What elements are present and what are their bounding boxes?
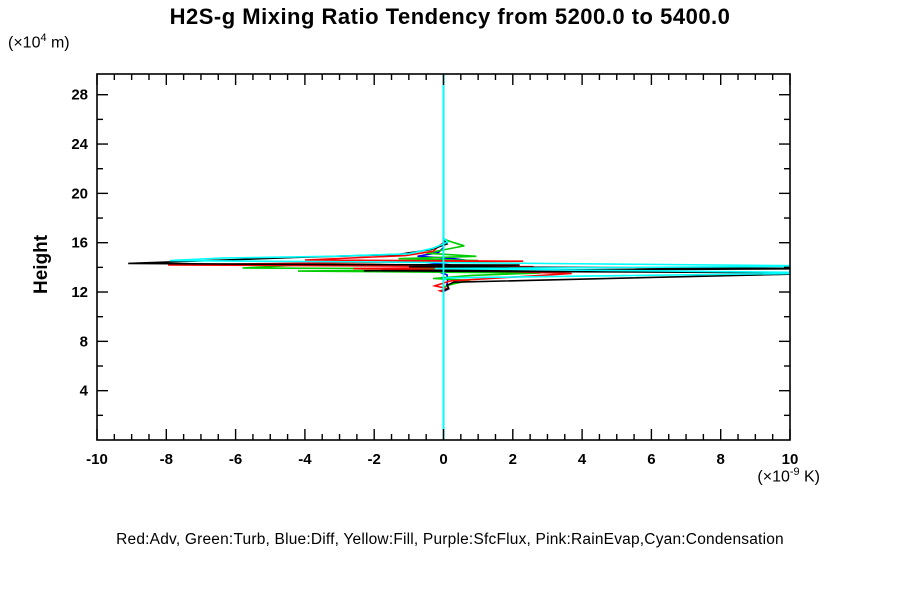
y-tick-label: 12 bbox=[71, 284, 88, 301]
ticks-group bbox=[96, 74, 791, 440]
y-unit-suffix: m) bbox=[46, 34, 70, 52]
y-tick-label: 24 bbox=[71, 136, 88, 153]
y-unit-prefix: (×10 bbox=[8, 34, 41, 52]
y-axis-unit-label: (×104 m) bbox=[8, 32, 70, 52]
series-line-adv bbox=[167, 74, 572, 440]
series-line-black-unlabeled- bbox=[128, 74, 790, 440]
x-unit-exponent: -9 bbox=[789, 466, 800, 478]
x-tick-label: 10 bbox=[782, 451, 799, 468]
x-tick-label: 0 bbox=[439, 451, 447, 468]
x-tick-label: 2 bbox=[509, 451, 517, 468]
chart-title: H2S-g Mixing Ratio Tendency from 5200.0 … bbox=[169, 4, 731, 29]
y-tick-label: 4 bbox=[80, 383, 89, 400]
x-tick-label: 6 bbox=[647, 451, 655, 468]
x-tick-label: -10 bbox=[86, 451, 108, 468]
x-tick-label: -2 bbox=[368, 451, 381, 468]
x-unit-suffix: K) bbox=[799, 468, 820, 486]
x-axis-unit-label: (×10-9 K) bbox=[690, 466, 820, 486]
legend-caption: Red:Adv, Green:Turb, Blue:Diff, Yellow:F… bbox=[116, 531, 784, 548]
y-tick-label: 8 bbox=[80, 333, 88, 350]
x-tick-label: -8 bbox=[160, 451, 173, 468]
x-unit-prefix: (×10 bbox=[757, 468, 790, 486]
x-tick-label: -6 bbox=[229, 451, 242, 468]
series-line-condensation bbox=[169, 74, 790, 440]
y-tick-label: 16 bbox=[71, 235, 88, 252]
x-tick-label: -4 bbox=[298, 451, 312, 468]
x-tick-label: 4 bbox=[578, 451, 587, 468]
series-group bbox=[128, 74, 790, 440]
y-unit-exponent: 4 bbox=[40, 32, 47, 44]
y-tick-label: 28 bbox=[71, 87, 88, 104]
x-tick-label: 8 bbox=[717, 451, 725, 468]
y-tick-label: 20 bbox=[71, 185, 88, 202]
